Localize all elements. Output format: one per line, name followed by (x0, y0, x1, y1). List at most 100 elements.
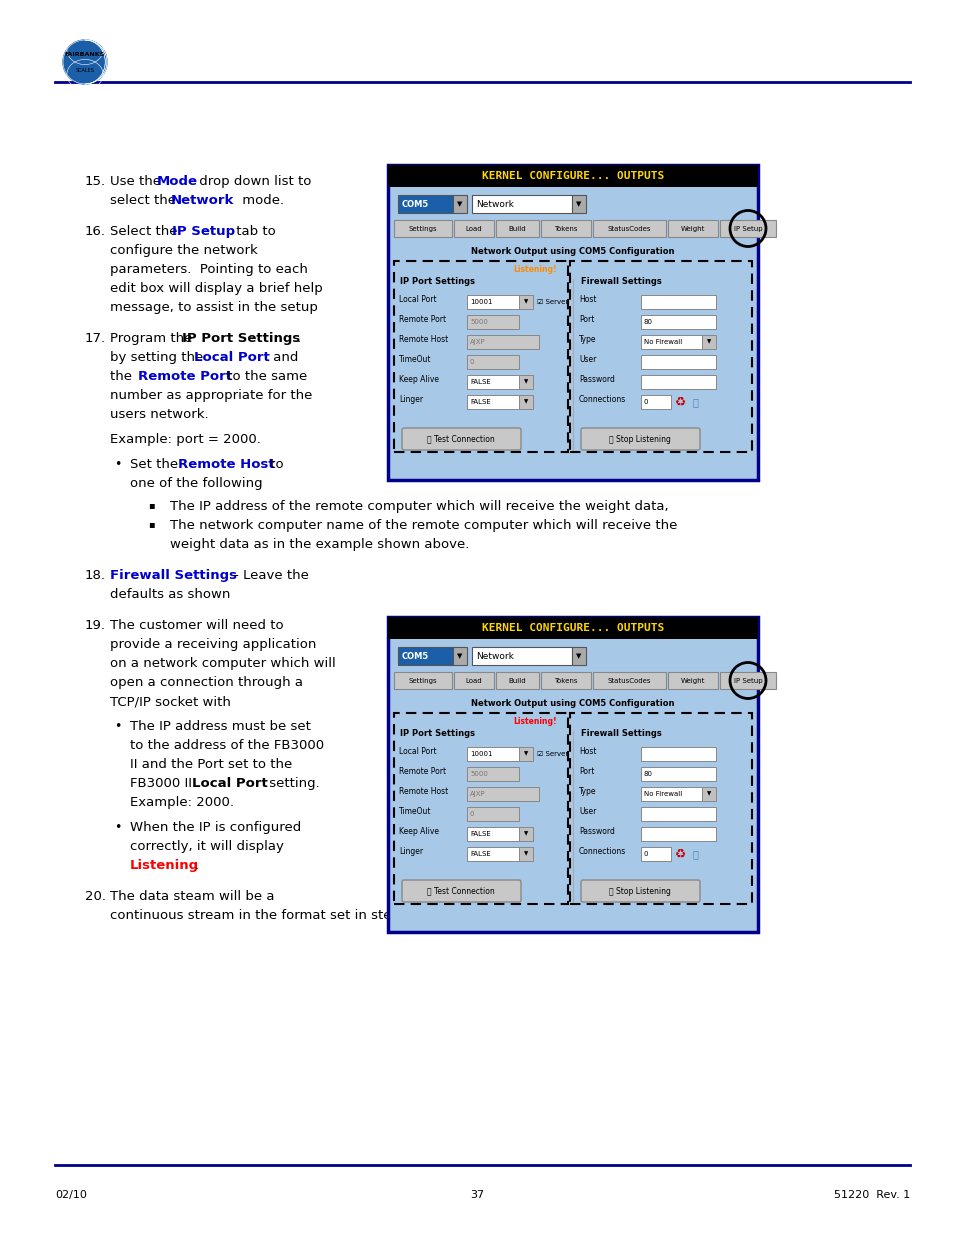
Bar (388, 618, 758, 932)
Text: 0: 0 (643, 851, 648, 857)
Text: Password: Password (578, 827, 615, 836)
Text: Select the: Select the (110, 225, 182, 238)
Bar (640, 787, 701, 802)
Text: 10001: 10001 (470, 751, 492, 757)
Text: ▼: ▼ (523, 379, 528, 384)
Bar (640, 354, 716, 369)
Text: 19.: 19. (85, 619, 106, 632)
Bar (454, 672, 494, 689)
Text: Network: Network (476, 652, 514, 661)
Bar (640, 335, 701, 350)
Text: to the same: to the same (223, 370, 307, 383)
Bar (394, 261, 567, 452)
Bar (467, 767, 518, 781)
Text: Program the: Program the (110, 332, 196, 345)
Text: 🍃 Stop Listening: 🍃 Stop Listening (608, 435, 670, 443)
Circle shape (63, 40, 107, 84)
Text: IP Port Settings: IP Port Settings (182, 332, 300, 345)
Text: Weight: Weight (680, 226, 704, 231)
Text: Host: Host (578, 747, 596, 756)
Bar (701, 335, 716, 350)
Text: 🔥 Test Connection: 🔥 Test Connection (427, 435, 495, 443)
Text: ▪: ▪ (148, 500, 154, 510)
Text: to the address of the FB3000: to the address of the FB3000 (130, 739, 324, 752)
FancyBboxPatch shape (580, 429, 700, 450)
Text: IP Port Settings: IP Port Settings (399, 729, 475, 739)
Text: – Leave the: – Leave the (228, 569, 309, 582)
Text: User: User (578, 354, 596, 364)
Bar (540, 220, 590, 237)
Bar (640, 315, 716, 329)
Text: FALSE: FALSE (470, 851, 490, 857)
Bar (720, 672, 775, 689)
Bar (467, 295, 518, 309)
Text: 10001: 10001 (470, 299, 492, 305)
Text: ▼: ▼ (456, 201, 462, 207)
Text: one of the following: one of the following (130, 477, 262, 490)
Text: provide a receiving application: provide a receiving application (110, 638, 316, 651)
Text: ☑ Server: ☑ Server (537, 751, 568, 757)
Text: 0: 0 (643, 399, 648, 405)
Text: FALSE: FALSE (470, 831, 490, 837)
Text: tab to: tab to (232, 225, 275, 238)
Text: IP Port Settings: IP Port Settings (399, 277, 475, 287)
Text: ▼: ▼ (576, 201, 581, 207)
Text: users network.: users network. (110, 408, 209, 421)
Text: The network computer name of the remote computer which will receive the: The network computer name of the remote … (170, 519, 677, 532)
Text: ▼: ▼ (576, 653, 581, 659)
Bar (518, 847, 533, 861)
Text: II and the Port set to the: II and the Port set to the (130, 758, 292, 771)
Text: Network Output using COM5 Configuration: Network Output using COM5 Configuration (471, 699, 674, 708)
Text: .: . (194, 860, 199, 872)
Text: FAIRBANKS: FAIRBANKS (65, 52, 105, 57)
Text: 🍃 Stop Listening: 🍃 Stop Listening (608, 887, 670, 895)
Text: The IP address must be set: The IP address must be set (130, 720, 311, 734)
Text: IP Setup: IP Setup (733, 678, 761, 683)
Text: Port: Port (578, 767, 594, 776)
Text: StatusCodes: StatusCodes (607, 226, 651, 231)
Bar (593, 672, 665, 689)
Text: Remote Host: Remote Host (398, 787, 448, 797)
Bar (540, 672, 590, 689)
Text: select the: select the (110, 194, 180, 207)
Text: Type: Type (578, 787, 596, 797)
Text: ♻: ♻ (675, 847, 685, 861)
Bar (569, 261, 751, 452)
Text: Local Port: Local Port (192, 777, 268, 790)
Text: Linger: Linger (398, 847, 423, 856)
Bar (640, 767, 716, 781)
Text: The data steam will be a: The data steam will be a (110, 890, 274, 903)
FancyBboxPatch shape (401, 429, 520, 450)
Bar (388, 165, 758, 186)
Text: 02/10: 02/10 (55, 1191, 87, 1200)
Text: Port: Port (578, 315, 594, 324)
Text: TCP/IP socket with: TCP/IP socket with (110, 695, 231, 708)
Text: drop down list to: drop down list to (194, 175, 311, 188)
Text: Local Port: Local Port (193, 351, 270, 364)
Text: message, to assist in the setup: message, to assist in the setup (110, 301, 317, 314)
Bar (640, 827, 716, 841)
Text: ▼: ▼ (706, 792, 710, 797)
Text: Load: Load (465, 678, 482, 683)
Text: No Firewall: No Firewall (643, 338, 681, 345)
Bar (496, 672, 538, 689)
Text: 18.: 18. (85, 569, 106, 582)
Bar (467, 354, 518, 369)
Text: open a connection through a: open a connection through a (110, 676, 303, 689)
Text: and: and (269, 351, 298, 364)
Text: ▼: ▼ (523, 300, 528, 305)
Text: Settings: Settings (408, 226, 436, 231)
Text: Linger: Linger (398, 395, 423, 404)
Bar (388, 165, 758, 480)
Bar (518, 827, 533, 841)
Text: Remote Host: Remote Host (398, 335, 448, 345)
Text: the: the (110, 370, 136, 383)
Bar (572, 647, 585, 664)
FancyBboxPatch shape (580, 881, 700, 902)
Text: 5000: 5000 (470, 319, 487, 325)
Text: 16.: 16. (85, 225, 106, 238)
Bar (593, 220, 665, 237)
Bar (640, 847, 670, 861)
Bar (467, 315, 518, 329)
Text: defaults as shown: defaults as shown (110, 588, 230, 601)
